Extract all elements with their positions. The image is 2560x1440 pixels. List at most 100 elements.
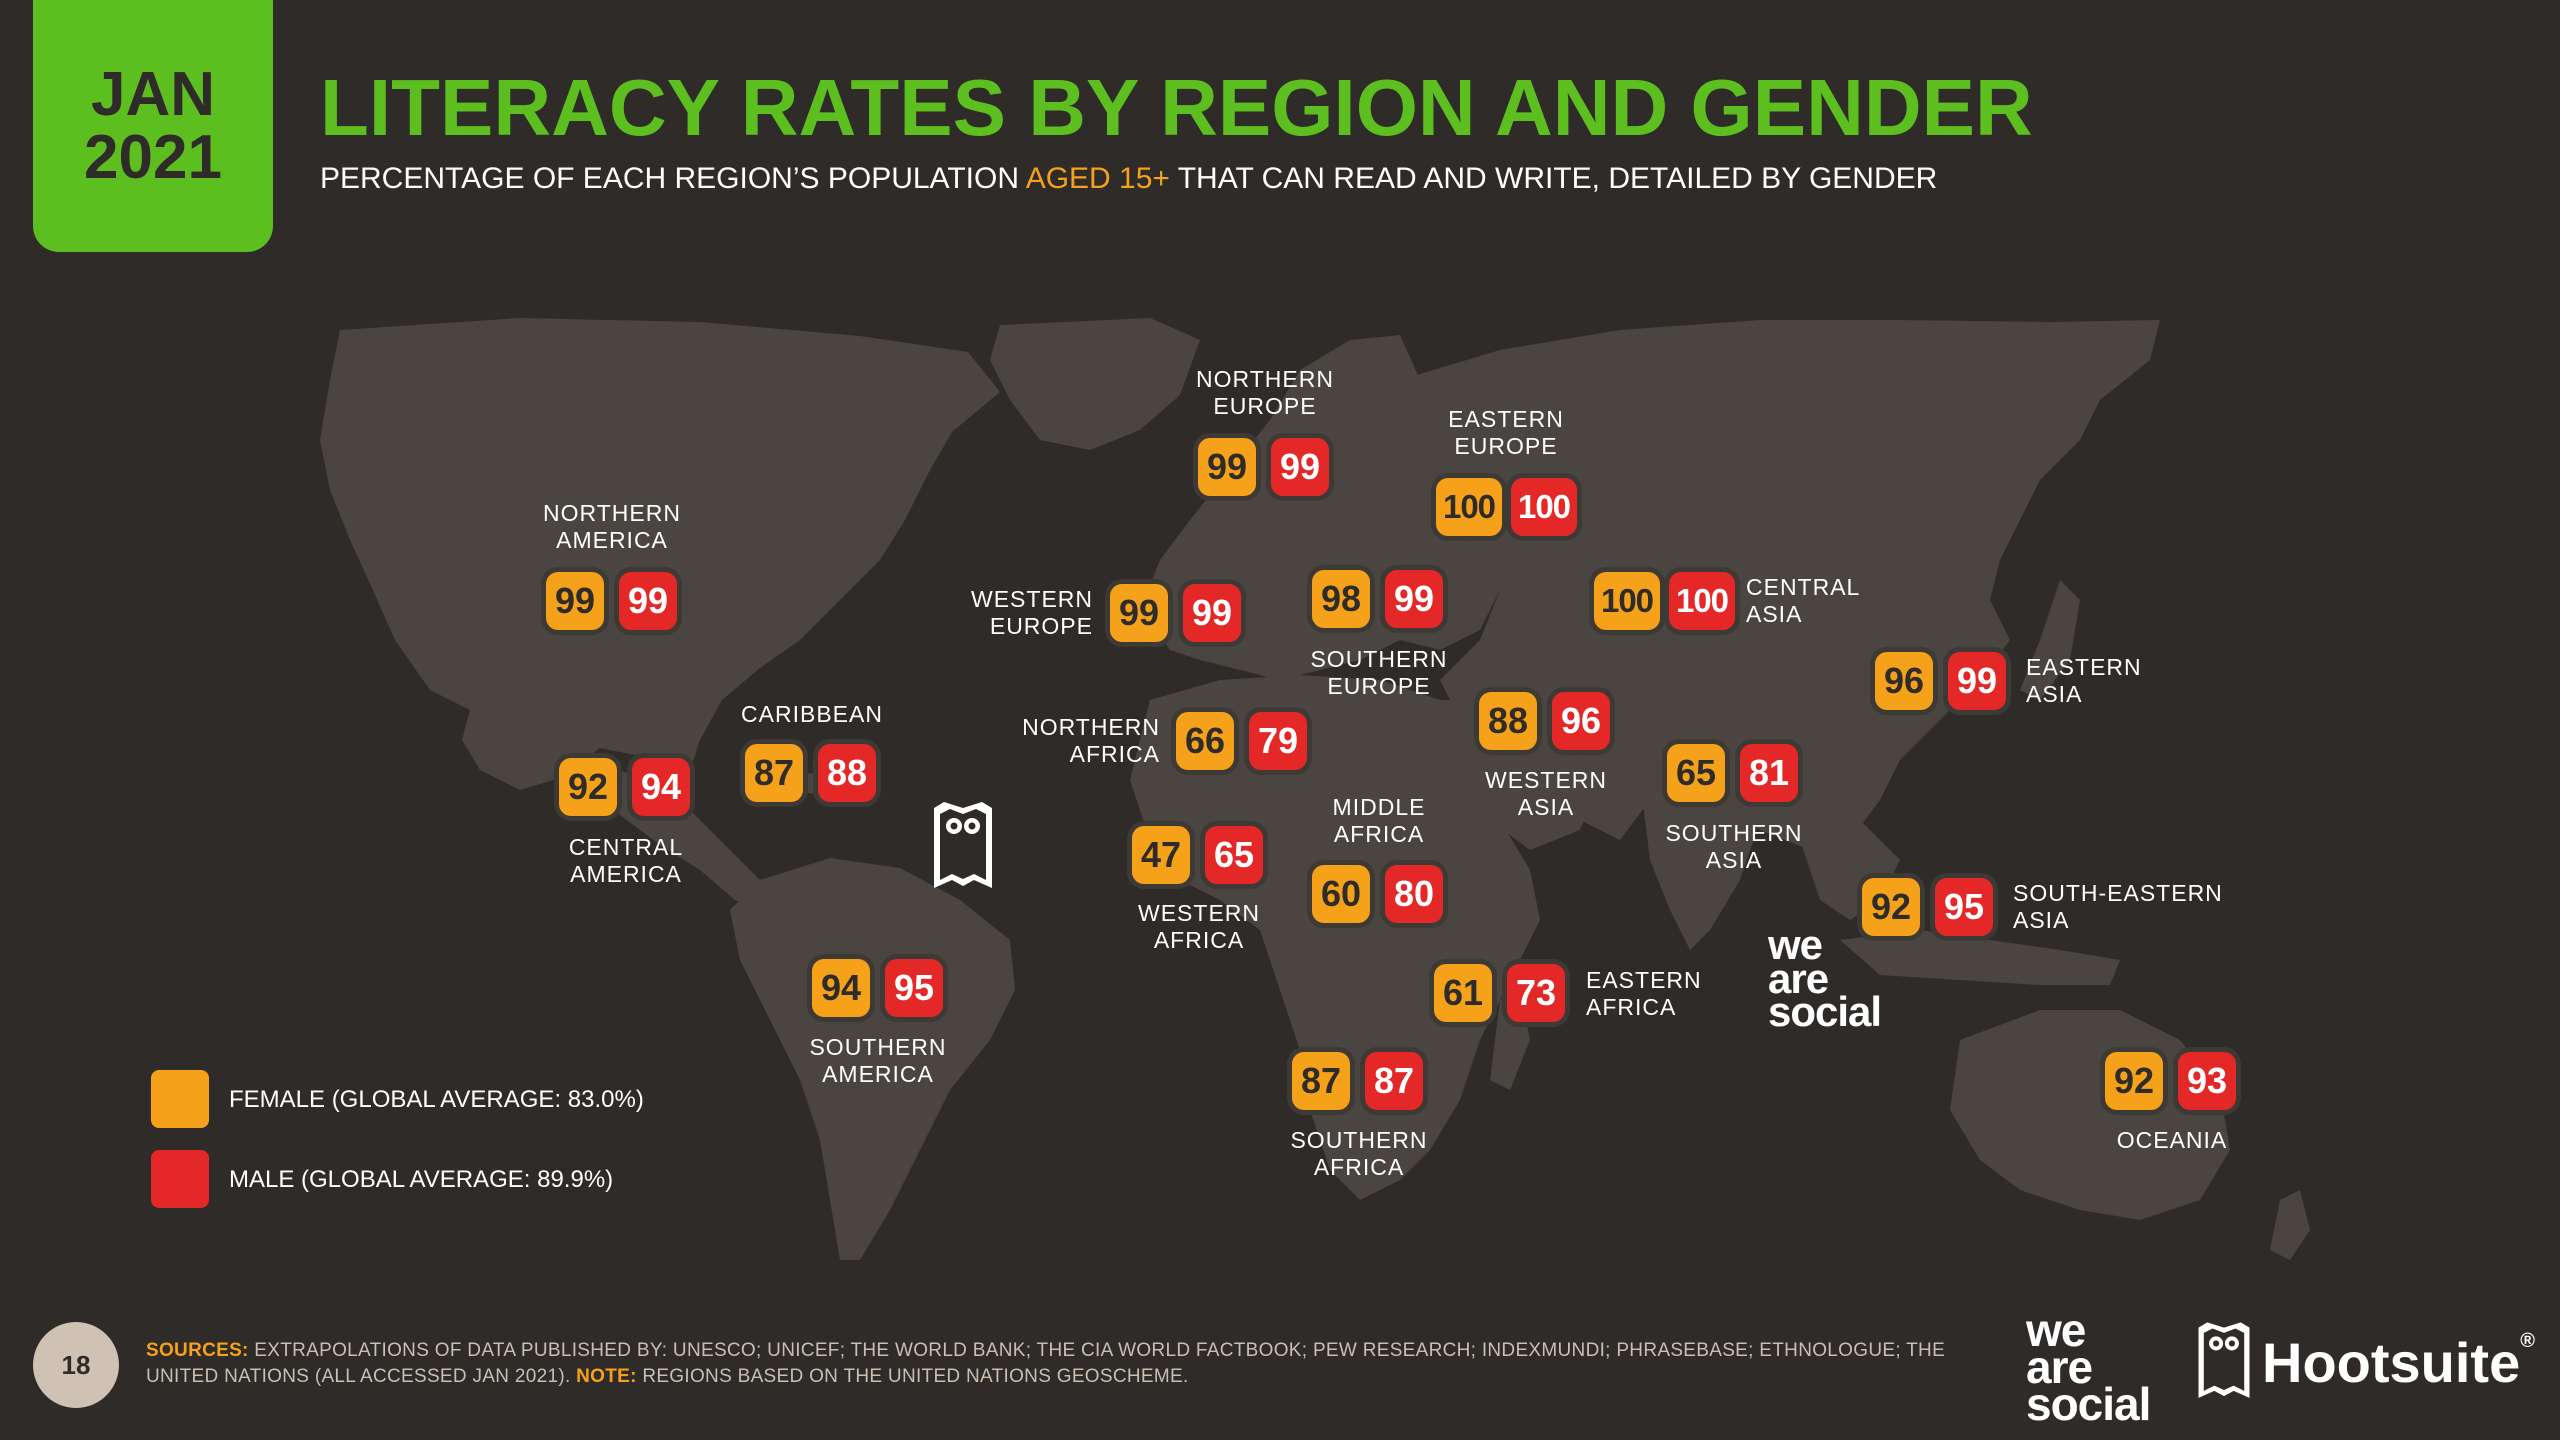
was-line: social: [2026, 1377, 2151, 1430]
female-value-southern-europe: 98: [1312, 570, 1370, 628]
date-month: JAN: [90, 59, 216, 129]
label-line: MIDDLE: [1332, 794, 1426, 820]
note-text: REGIONS BASED ON THE UNITED NATIONS GEOS…: [636, 1366, 1189, 1387]
was-line: are: [1768, 954, 1829, 1002]
label-line: CENTRAL: [568, 834, 684, 860]
male-value-western-africa: 65: [1205, 826, 1263, 884]
male-value-northern-africa: 79: [1249, 712, 1307, 770]
label-line: ASIA: [1705, 847, 1763, 873]
sources-text: EXTRAPOLATIONS OF DATA PUBLISHED BY: UNE…: [146, 1340, 1946, 1387]
female-value-central-asia: 100: [1594, 572, 1660, 630]
male-value-western-asia: 96: [1552, 692, 1610, 750]
label-southern-asia: SOUTHERN ASIA: [1665, 820, 1802, 874]
map-north-america: [320, 318, 1000, 790]
map-new-zealand: [2270, 1190, 2310, 1260]
female-value-middle-africa: 60: [1312, 865, 1370, 923]
legend-male-label: MALE (GLOBAL AVERAGE: 89.9%): [229, 1166, 614, 1193]
male-value-eastern-europe: 100: [1511, 478, 1577, 536]
label-line: AFRICA: [1586, 994, 1677, 1020]
female-value-northern-africa: 66: [1176, 712, 1234, 770]
female-value-southern-africa: 87: [1292, 1052, 1350, 1110]
female-value-northern-europe: 99: [1198, 438, 1256, 496]
subtitle-post: THAT CAN READ AND WRITE, DETAILED BY GEN…: [1169, 162, 1938, 195]
label-line: AFRICA: [1153, 927, 1245, 953]
hootsuite-owl-icon: [934, 802, 992, 888]
label-line: ASIA: [2026, 681, 2083, 707]
label-line: AFRICA: [1069, 741, 1160, 767]
female-value-oceania: 92: [2105, 1052, 2163, 1110]
label-line: SOUTHERN: [809, 1034, 947, 1060]
label-line: EASTERN: [2026, 654, 2142, 680]
label-central-america: CENTRAL AMERICA: [569, 834, 683, 888]
subtitle-pre: PERCENTAGE OF EACH REGION’S POPULATION: [320, 162, 1026, 195]
date-year: 2021: [84, 123, 222, 192]
was-line: we: [1768, 921, 1823, 968]
we-are-social-logo: we are social: [2026, 1304, 2151, 1430]
male-value-south-eastern-asia: 95: [1935, 878, 1993, 936]
label-line: EUROPE: [989, 613, 1093, 639]
map-australia: [1950, 1010, 2230, 1220]
male-value-eastern-africa: 73: [1507, 964, 1565, 1022]
label-line: EASTERN: [1586, 967, 1702, 993]
map-indonesia: [1840, 930, 2120, 985]
label-line: EUROPE: [1213, 393, 1317, 419]
male-value-central-asia: 100: [1669, 572, 1735, 630]
page-number: 18: [33, 1322, 119, 1408]
page-subtitle: PERCENTAGE OF EACH REGION’S POPULATION A…: [320, 162, 1937, 196]
we-are-social-map-logo: we are social: [1768, 921, 1882, 1036]
label-line: NORTHERN: [1022, 714, 1160, 740]
label-line: WESTERN: [1485, 767, 1607, 793]
label-line: EASTERN: [1448, 406, 1564, 432]
label-line: SOUTHERN: [1290, 1127, 1428, 1153]
male-value-southern-asia: 81: [1740, 744, 1798, 802]
label-southern-africa: SOUTHERN AFRICA: [1290, 1127, 1427, 1181]
female-value-south-eastern-asia: 92: [1862, 878, 1920, 936]
female-value-northern-america: 99: [546, 572, 604, 630]
sources-note: SOURCES: EXTRAPOLATIONS OF DATA PUBLISHE…: [146, 1338, 1966, 1390]
female-value-southern-america: 94: [812, 959, 870, 1017]
was-line: social: [1768, 988, 1882, 1036]
label-line: ASIA: [1517, 794, 1575, 820]
male-value-southern-america: 95: [885, 959, 943, 1017]
female-value-central-america: 92: [559, 758, 617, 816]
label-line: OCEANIA: [2116, 1127, 2228, 1153]
map-india: [1640, 780, 1760, 950]
label-northern-europe: NORTHERN EUROPE: [1196, 366, 1334, 420]
hootsuite-owl-logo-icon: [2198, 1322, 2250, 1398]
label-southern-america: SOUTHERN AMERICA: [809, 1034, 946, 1088]
subtitle-highlight: AGED 15+: [1025, 162, 1170, 195]
label-line: AFRICA: [1313, 1154, 1405, 1180]
map-greenland: [990, 318, 1200, 450]
label-line: EUROPE: [1454, 433, 1558, 459]
legend-male-swatch: [151, 1150, 209, 1208]
female-value-western-europe: 99: [1110, 584, 1168, 642]
date-badge: JAN 2021: [33, 0, 273, 252]
label-western-asia: WESTERN ASIA: [1485, 767, 1607, 821]
label-middle-africa: MIDDLE AFRICA: [1333, 794, 1426, 848]
female-value-western-africa: 47: [1132, 826, 1190, 884]
male-value-oceania: 93: [2178, 1052, 2236, 1110]
female-value-eastern-asia: 96: [1875, 652, 1933, 710]
hootsuite-wordmark: Hootsuite®: [2262, 1330, 2535, 1395]
female-value-southern-asia: 65: [1667, 744, 1725, 802]
label-eastern-asia: EASTERN ASIA: [2026, 654, 2142, 708]
map-central-america: [560, 770, 790, 920]
male-value-southern-europe: 99: [1385, 570, 1443, 628]
label-oceania: OCEANIA: [2117, 1127, 2228, 1154]
map-japan: [2020, 580, 2080, 700]
male-value-eastern-asia: 99: [1948, 652, 2006, 710]
map-land: [320, 318, 2310, 1260]
label-northern-africa: NORTHERN AFRICA: [1022, 714, 1160, 768]
map-africa: [1130, 675, 1540, 1200]
label-south-eastern-asia: SOUTH-EASTERN ASIA: [2013, 880, 2223, 934]
male-value-central-america: 94: [632, 758, 690, 816]
was-line: we: [2026, 1304, 2086, 1356]
label-line: AMERICA: [570, 861, 682, 887]
label-northern-america: NORTHERN AMERICA: [543, 500, 681, 554]
label-central-asia: CENTRAL ASIA: [1746, 574, 1860, 628]
map-south-america: [730, 858, 1015, 1260]
label-line: WESTERN: [1138, 900, 1260, 926]
male-value-southern-africa: 87: [1365, 1052, 1423, 1110]
note-key: NOTE:: [576, 1366, 637, 1387]
label-line: AMERICA: [822, 1061, 934, 1087]
